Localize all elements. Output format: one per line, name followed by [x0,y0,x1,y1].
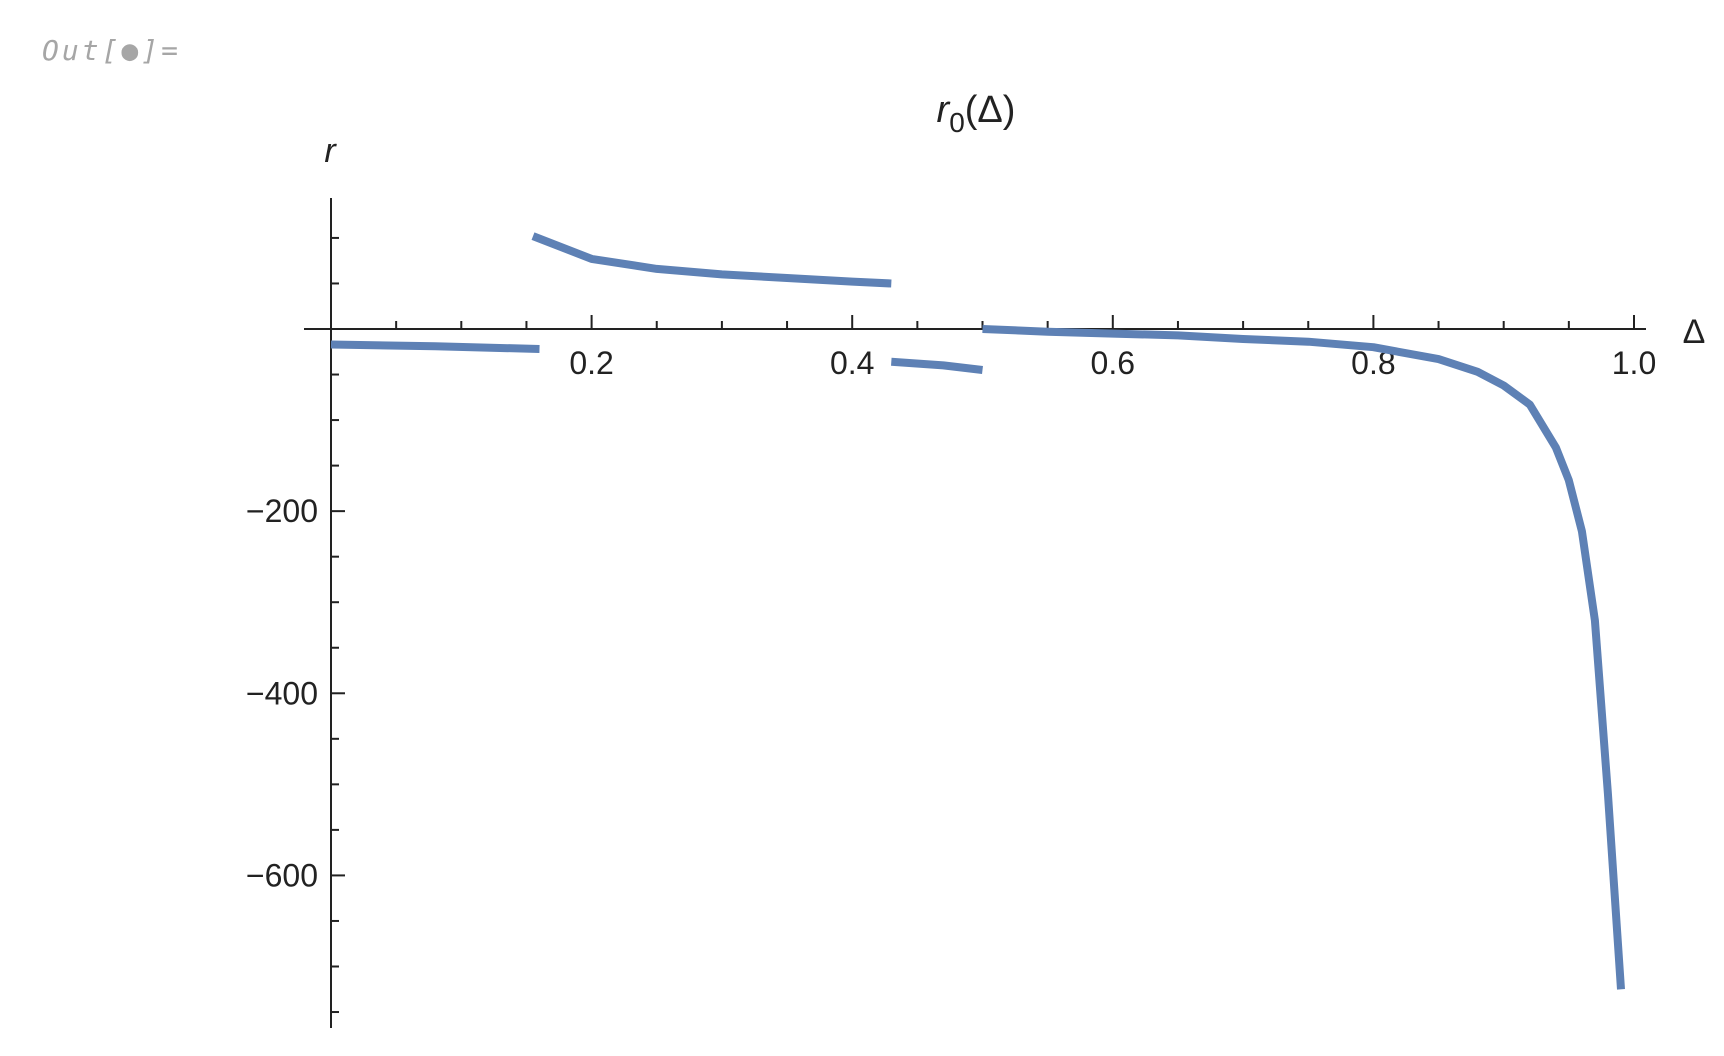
chart-title: r0(Δ) [937,89,1016,138]
x-tick-label: 0.4 [830,345,874,381]
series-line-4 [982,325,1625,990]
y-axis-label: r [324,132,337,170]
y-tick-label: −600 [246,857,318,893]
x-tick-label: 0.6 [1091,345,1135,381]
axes-group: 0.2 0.4 0.6 0.8 1.0−200−400−600 [246,198,1656,1028]
x-tick-label: 1.0 [1612,345,1656,381]
output-cell-label: Out[●]= [42,34,182,67]
y-tick-label: −200 [246,493,318,529]
series-line-2 [531,232,892,288]
series-line-1 [330,340,540,353]
chart-title-main: r [937,89,951,131]
chart-title-argument: (Δ) [965,89,1016,131]
y-tick-label: −400 [246,675,318,711]
series-group [330,232,1625,990]
x-tick-label: 0.2 [569,345,613,381]
chart-title-subscript: 0 [949,107,965,138]
series-line-3 [891,357,983,374]
x-axis-label: Δ [1683,313,1706,351]
